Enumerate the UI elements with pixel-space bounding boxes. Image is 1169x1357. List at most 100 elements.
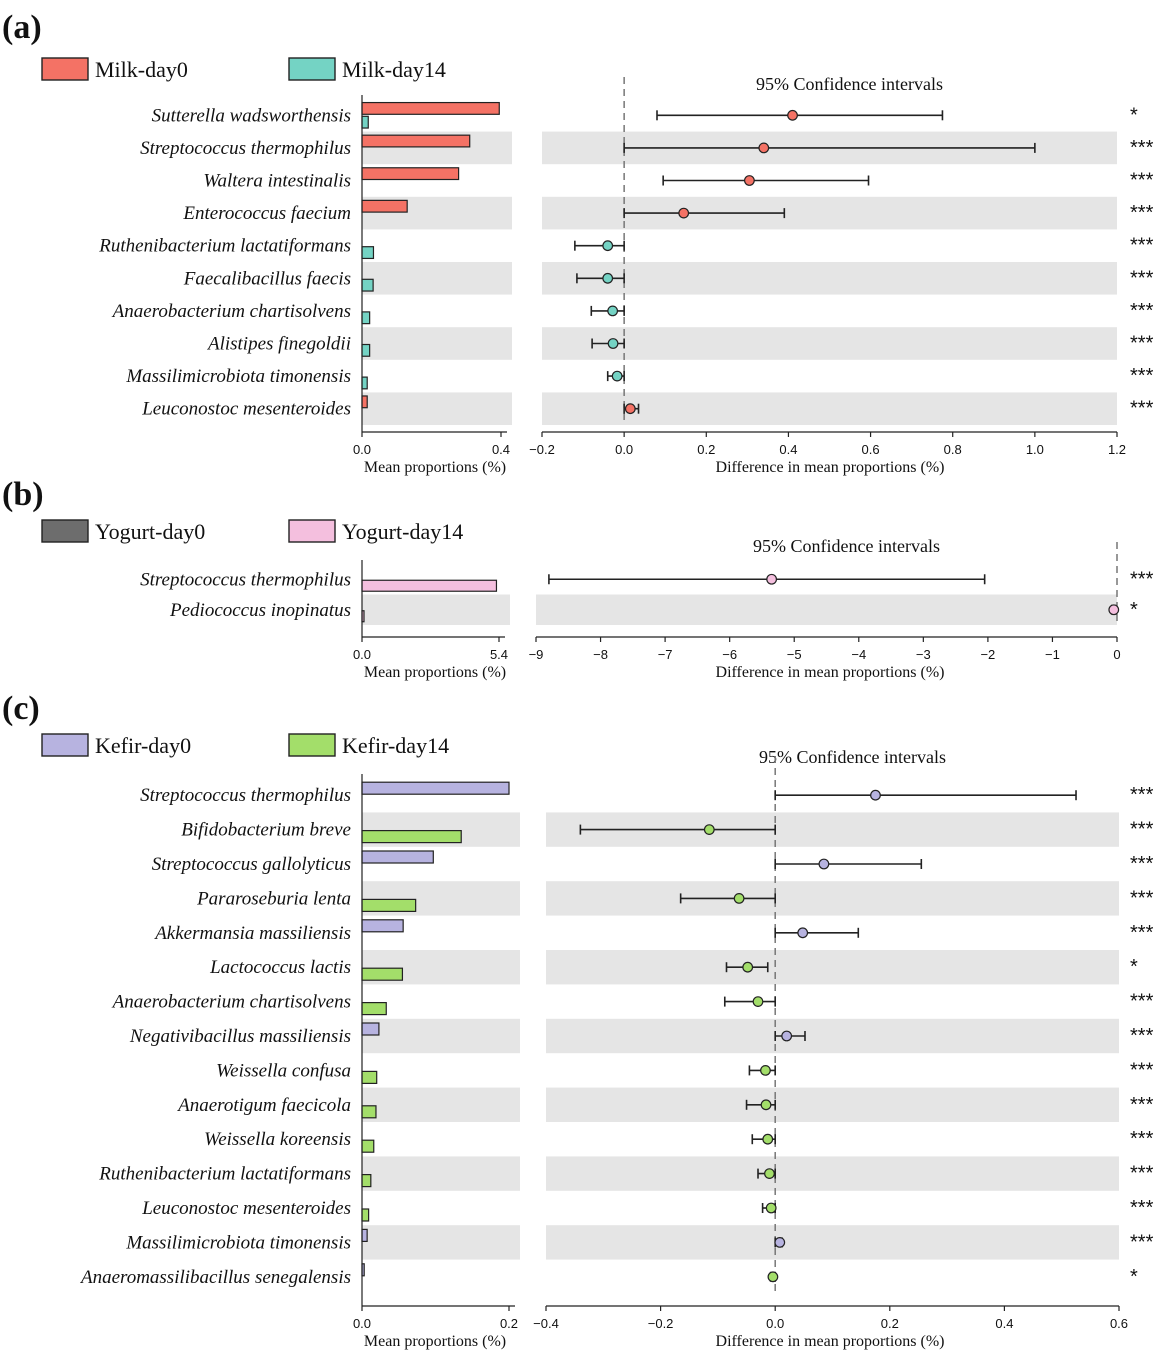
diff-tick-label: 0.8 bbox=[944, 442, 962, 457]
species-label: Anaeromassilibacillus senegalensis bbox=[79, 1267, 351, 1288]
diff-x-label: Difference in mean proportions (%) bbox=[716, 459, 945, 476]
bar-day14 bbox=[361, 1001, 387, 1016]
species-label: Streptococcus gallolyticus bbox=[152, 854, 351, 875]
species-label: Pararoseburia lenta bbox=[196, 888, 351, 909]
species-label: Sutterella wadsworthensis bbox=[152, 105, 351, 126]
legend-swatch bbox=[288, 519, 336, 543]
diff-tick-label: 0 bbox=[1113, 647, 1120, 662]
significance-label: *** bbox=[1130, 1025, 1154, 1047]
diff-point bbox=[774, 1236, 786, 1248]
bar-day14 bbox=[361, 1208, 370, 1222]
diff-tick-label: −7 bbox=[658, 647, 673, 662]
bar-day0 bbox=[361, 199, 408, 213]
diff-point bbox=[781, 1030, 793, 1042]
row-band-bar bbox=[362, 262, 512, 295]
diff-point bbox=[742, 961, 754, 973]
significance-label: *** bbox=[1130, 267, 1154, 289]
bar-day0 bbox=[361, 1228, 368, 1243]
legend-swatch bbox=[288, 733, 336, 757]
diff-point bbox=[733, 893, 745, 904]
row-band-bar bbox=[362, 1087, 520, 1122]
row-band-bar bbox=[362, 1225, 520, 1260]
bar-day14 bbox=[361, 967, 404, 981]
legend-swatch bbox=[41, 733, 89, 757]
legend-label: Kefir-day14 bbox=[342, 733, 449, 758]
significance-label: *** bbox=[1130, 1059, 1154, 1081]
diff-point bbox=[765, 1202, 777, 1214]
significance-label: *** bbox=[1130, 1094, 1154, 1116]
species-label: Waltera intestinalis bbox=[203, 171, 351, 192]
panel-c: (c) Kefir-day0 Kefir-day14 95% Confidence i… bbox=[2, 690, 1154, 1350]
panel-label: (a) bbox=[2, 9, 42, 46]
species-label: Pediococcus inopinatus bbox=[169, 600, 351, 621]
species-label: Faecalibacillus faecis bbox=[183, 268, 351, 289]
species-label: Weissella koreensis bbox=[204, 1129, 351, 1150]
diff-tick-label: −9 bbox=[529, 647, 544, 662]
species-label: Alistipes finegoldii bbox=[206, 334, 351, 355]
diff-tick-label: −4 bbox=[851, 647, 866, 662]
bar-day14 bbox=[361, 115, 369, 129]
diff-tick-label: −8 bbox=[593, 647, 608, 662]
diff-tick-label: −0.4 bbox=[533, 1316, 559, 1331]
significance-label: *** bbox=[1130, 922, 1154, 944]
diff-point bbox=[818, 858, 830, 870]
bar-day14 bbox=[361, 579, 498, 592]
bar-tick-label: 0.4 bbox=[492, 442, 510, 457]
panel-label: (c) bbox=[2, 690, 40, 727]
row-band-diff bbox=[546, 950, 1119, 985]
diff-tick-label: −5 bbox=[787, 647, 802, 662]
panel-label: (b) bbox=[2, 476, 44, 513]
bar-day0 bbox=[361, 919, 404, 933]
bar-day14 bbox=[361, 898, 417, 913]
row-band-bar bbox=[362, 327, 512, 360]
bar-x-label: Mean proportions (%) bbox=[364, 664, 506, 681]
bar-day0 bbox=[361, 167, 460, 181]
bar-x-label: Mean proportions (%) bbox=[364, 459, 506, 476]
row-band-bar bbox=[362, 392, 512, 425]
diff-tick-label: −0.2 bbox=[648, 1316, 674, 1331]
bar-day0 bbox=[361, 850, 434, 864]
legend-swatch bbox=[41, 57, 89, 81]
significance-label: * bbox=[1130, 1266, 1138, 1288]
bar-day14 bbox=[361, 1139, 375, 1153]
bar-day14 bbox=[361, 278, 374, 292]
legend-label: Milk-day0 bbox=[95, 57, 188, 82]
row-band-bar bbox=[362, 1018, 520, 1054]
legend-label: Yogurt-day0 bbox=[95, 519, 205, 544]
diff-tick-label: 1.2 bbox=[1108, 442, 1126, 457]
diff-point bbox=[607, 338, 619, 349]
significance-label: *** bbox=[1130, 1128, 1154, 1150]
bar-tick-label: 0.0 bbox=[353, 647, 371, 662]
panel-a: (a) Milk-day0 Milk-day14 95% Confidence int… bbox=[2, 9, 1154, 476]
legend-label: Yogurt-day14 bbox=[342, 519, 463, 544]
species-label: Enterococcus faecium bbox=[182, 203, 351, 224]
significance-label: *** bbox=[1130, 1197, 1154, 1219]
bar-x-label: Mean proportions (%) bbox=[364, 1333, 506, 1350]
diff-point bbox=[762, 1133, 774, 1145]
significance-label: *** bbox=[1130, 300, 1154, 322]
significance-label: * bbox=[1130, 599, 1138, 621]
species-label: Massilimicrobiota timonensis bbox=[125, 1232, 351, 1253]
bar-tick-label: 5.4 bbox=[490, 647, 508, 662]
diff-point bbox=[760, 1064, 771, 1076]
diff-point bbox=[1108, 604, 1120, 616]
diff-tick-label: 0.2 bbox=[697, 442, 715, 457]
diff-point bbox=[602, 240, 614, 252]
significance-label: *** bbox=[1130, 819, 1154, 841]
diff-point bbox=[703, 824, 715, 835]
diff-tick-label: 0.2 bbox=[881, 1316, 899, 1331]
significance-label: *** bbox=[1130, 991, 1154, 1013]
ci-title: 95% Confidence intervals bbox=[756, 74, 943, 94]
species-label: Streptococcus thermophilus bbox=[140, 785, 351, 806]
bar-day0 bbox=[361, 101, 500, 115]
species-label: Leuconostoc mesenteroides bbox=[141, 399, 351, 420]
diff-point bbox=[602, 272, 614, 284]
species-label: Massilimicrobiota timonensis bbox=[125, 366, 351, 387]
bar-day0 bbox=[361, 781, 510, 795]
bar-tick-label: 0.0 bbox=[353, 442, 371, 457]
diff-point bbox=[611, 370, 623, 382]
row-band-diff bbox=[546, 881, 1119, 916]
species-label: Ruthenibacterium lactatiformans bbox=[98, 236, 351, 257]
bar-day14 bbox=[361, 343, 371, 357]
